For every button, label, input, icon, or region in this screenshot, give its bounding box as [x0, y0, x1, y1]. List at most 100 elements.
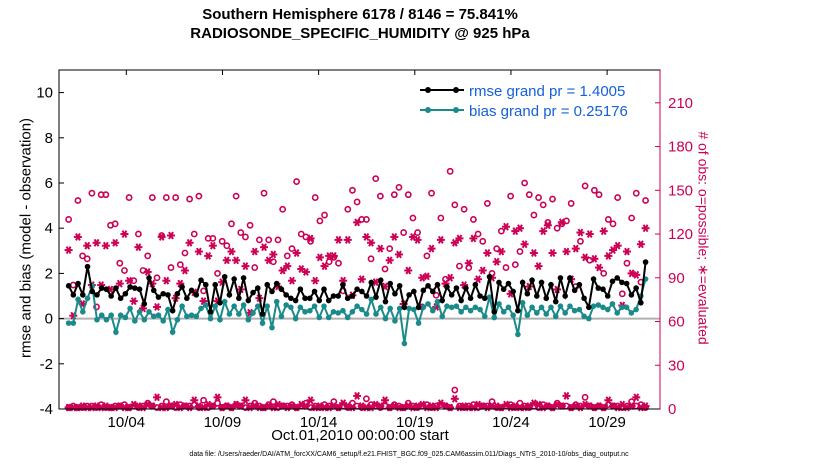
possible-marker — [214, 269, 221, 277]
bias-point — [420, 304, 427, 311]
y-tick-label: 4 — [45, 220, 53, 237]
rmse-point — [458, 297, 464, 304]
possible-marker — [414, 229, 421, 236]
rmse-point — [65, 283, 72, 289]
rmse-point — [311, 288, 318, 295]
evaluated-low-marker — [599, 403, 608, 412]
evaluated-low-stroke — [535, 400, 542, 409]
evaluated-marker — [134, 243, 143, 252]
bias-point — [344, 314, 351, 321]
possible-marker — [297, 230, 305, 238]
rmse-point — [202, 281, 209, 288]
evaluated-marker — [143, 267, 152, 276]
bias-point — [302, 309, 308, 315]
rmse-point — [226, 292, 233, 298]
rmse-point — [609, 278, 616, 285]
bias-point — [581, 313, 587, 320]
bias-point — [217, 316, 223, 323]
bias-point — [387, 305, 394, 312]
possible-marker — [79, 252, 86, 260]
rmse-point — [496, 279, 502, 286]
possible-marker — [595, 191, 603, 199]
possible-marker — [423, 252, 431, 260]
evaluated-stroke — [112, 238, 119, 247]
bias-point — [434, 298, 441, 305]
evaluated-low-stroke — [544, 402, 551, 411]
evaluated-marker — [390, 232, 399, 241]
evaluated-stroke — [228, 247, 235, 256]
rmse-point — [316, 297, 323, 304]
possible-marker — [432, 291, 440, 299]
rmse-point — [368, 279, 375, 286]
bias-point — [458, 309, 464, 315]
evaluated-stroke — [437, 235, 444, 244]
evaluated-low-stroke — [330, 402, 337, 411]
evaluated-low-stroke — [335, 403, 342, 412]
possible-marker — [600, 269, 608, 277]
evaluated-stroke — [242, 262, 249, 271]
bias-point — [448, 304, 455, 311]
rmse-point — [377, 277, 384, 283]
evaluated-marker — [208, 241, 217, 250]
rmse-point — [231, 276, 237, 282]
bias-point — [415, 320, 422, 326]
evaluated-marker — [581, 253, 590, 262]
rmse-point — [98, 285, 105, 291]
rmse-point — [562, 293, 568, 299]
evaluated-marker — [450, 238, 459, 247]
bias-point — [231, 303, 237, 309]
rmse-point — [354, 286, 360, 293]
evaluated-stroke — [540, 227, 547, 236]
evaluated-low-marker — [190, 396, 199, 405]
possible-low-marker — [451, 386, 459, 394]
evaluated-marker — [622, 247, 631, 256]
evaluated-low-stroke — [186, 403, 193, 412]
evaluated-low-stroke — [419, 400, 426, 409]
evaluated-low-stroke — [428, 402, 435, 411]
possible-marker — [255, 236, 263, 244]
evaluated-stroke — [535, 262, 542, 271]
evaluated-marker — [590, 254, 599, 263]
bias-point — [321, 303, 327, 309]
possible-marker — [176, 261, 184, 269]
evaluated-marker — [469, 234, 478, 243]
bias-point — [623, 304, 630, 311]
evaluated-marker — [204, 251, 213, 260]
evaluated-stroke — [410, 232, 416, 241]
possible-marker — [265, 236, 273, 244]
possible-marker — [181, 249, 189, 257]
bias-point — [486, 294, 493, 300]
rmse-point — [463, 285, 469, 291]
bias-point — [377, 304, 384, 311]
possible-marker — [367, 255, 375, 263]
evaluated-stroke — [391, 232, 398, 241]
evaluated-low-stroke — [572, 402, 579, 411]
bias-point — [169, 329, 176, 335]
evaluated-low-marker — [153, 393, 162, 402]
y2-tick-label: 60 — [668, 314, 685, 331]
rmse-point — [273, 280, 280, 287]
evaluated-stroke — [382, 282, 388, 291]
possible-marker — [274, 236, 282, 244]
possible-marker — [451, 201, 459, 209]
bias-point — [429, 307, 436, 314]
evaluated-stroke — [154, 302, 160, 311]
evaluated-marker — [534, 262, 543, 271]
evaluated-stroke — [610, 246, 616, 255]
possible-marker — [162, 194, 170, 201]
x-tick-label: 10/14 — [300, 414, 338, 431]
evaluated-low-stroke — [182, 402, 188, 411]
evaluated-stroke — [503, 222, 509, 231]
bias-point — [567, 303, 573, 309]
bias-point — [155, 312, 162, 319]
possible-marker — [563, 217, 570, 225]
evaluated-low-stroke — [396, 403, 402, 412]
y2-tick-label: 180 — [668, 139, 693, 156]
evaluated-marker — [464, 259, 473, 268]
possible-marker — [623, 259, 631, 267]
possible-marker — [148, 194, 156, 201]
evaluated-stroke — [144, 267, 151, 276]
evaluated-marker — [413, 235, 422, 244]
possible-marker — [363, 216, 370, 223]
